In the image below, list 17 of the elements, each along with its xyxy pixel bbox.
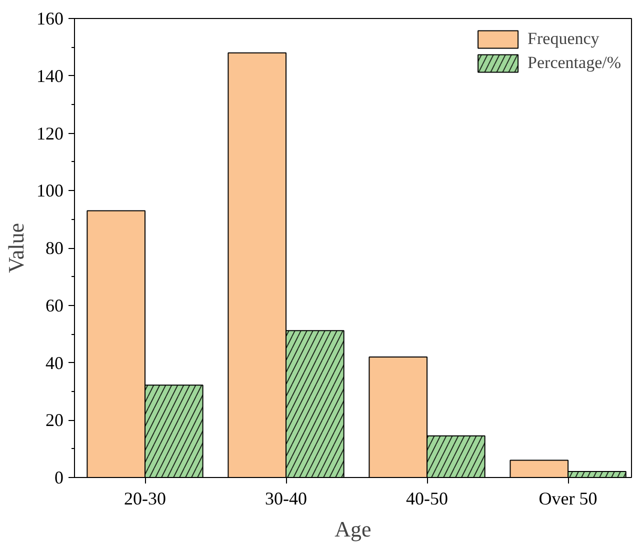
x-tick-label: 20-30	[124, 488, 166, 508]
y-tick-label: 80	[46, 238, 64, 258]
x-tick-label: 40-50	[406, 488, 448, 508]
y-tick-label: 40	[46, 352, 64, 373]
y-tick-label: 60	[46, 295, 64, 316]
x-tick-label: Over 50	[538, 488, 598, 508]
y-tick-label: 0	[54, 468, 64, 488]
y-tick-label: 100	[36, 180, 64, 201]
x-axis-title: Age	[334, 516, 372, 542]
y-axis-title: Value	[4, 222, 28, 274]
y-tick-label: 20	[46, 410, 64, 430]
y-tick-label: 160	[36, 8, 64, 28]
legend-label: Frequency	[528, 29, 600, 49]
legend-label: Percentage/%	[528, 53, 621, 73]
y-tick-label: 120	[36, 123, 64, 144]
x-tick-label: 30-40	[265, 488, 308, 508]
y-tick-label: 140	[36, 66, 64, 86]
